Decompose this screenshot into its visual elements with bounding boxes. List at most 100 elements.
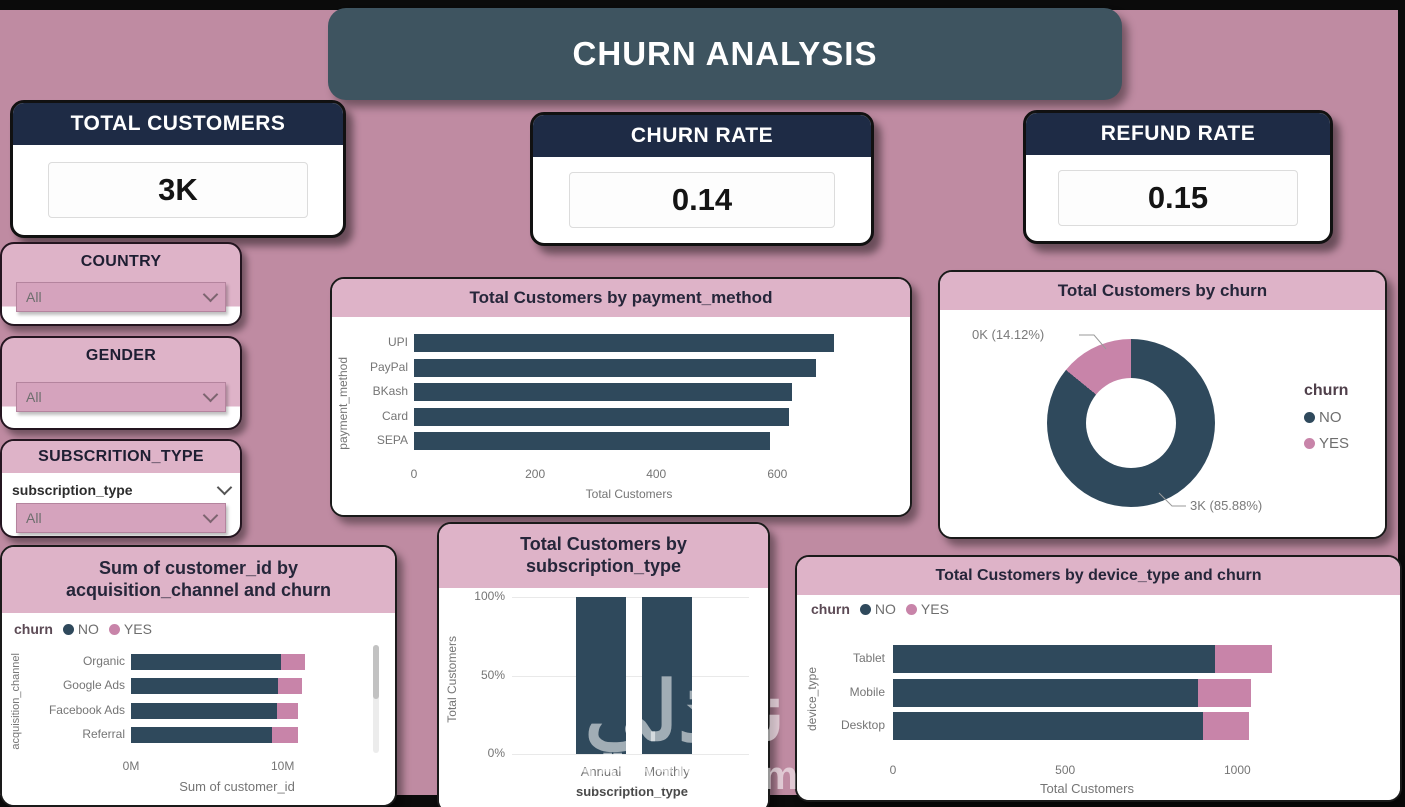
- x-axis-tick: 10M: [270, 759, 295, 773]
- data-label-no: 3K (85.88%): [1190, 498, 1263, 513]
- no-color-dot: [62, 623, 74, 635]
- legend-item-yes[interactable]: YES: [1304, 435, 1349, 452]
- bar-facebook-ads-no[interactable]: [131, 702, 277, 719]
- x-axis-title: Total Customers: [585, 487, 673, 501]
- subscription-dropdown[interactable]: All: [16, 503, 226, 533]
- subscription-field-row[interactable]: subscription_type: [12, 479, 233, 501]
- kpi-header: CHURN RATE: [533, 115, 871, 157]
- slicer-title: SUBSCRITION_TYPE: [38, 448, 204, 465]
- dropdown-value: All: [26, 510, 42, 526]
- bar-mobile-yes[interactable]: [1197, 678, 1252, 707]
- bar-upi[interactable]: [414, 334, 835, 352]
- x-axis-title: Sum of customer_id: [179, 779, 295, 794]
- donut-chart[interactable]: [1047, 339, 1215, 507]
- kpi-label: REFUND RATE: [1100, 122, 1256, 145]
- bar-referral-no[interactable]: [131, 726, 273, 743]
- legend-title: churn: [811, 601, 850, 617]
- category-label: Desktop: [840, 718, 885, 732]
- legend-item-no[interactable]: NO: [62, 621, 99, 637]
- chevron-down-icon: [202, 386, 219, 403]
- slicer-subscription-type: SUBSCRITION_TYPE subscription_type All: [0, 439, 242, 538]
- kpi-body: 0.15: [1026, 155, 1330, 241]
- slicer-title: GENDER: [85, 347, 157, 364]
- legend-item-yes[interactable]: YES: [108, 621, 152, 637]
- category-label: PayPal: [369, 359, 408, 374]
- kpi-value-box: 0.14: [569, 172, 835, 228]
- chart-card-device-type: Total Customers by device_type and churn…: [795, 555, 1402, 802]
- y-axis-tick: 0%: [487, 746, 505, 760]
- x-axis-title: subscription_type: [576, 784, 688, 799]
- bar-paypal[interactable]: [414, 358, 817, 377]
- bar-tablet-no[interactable]: [893, 645, 1215, 673]
- slicer-title: COUNTRY: [80, 253, 162, 270]
- dashboard-title: CHURN ANALYSIS: [572, 35, 878, 72]
- chart-scrollbar[interactable]: [373, 645, 379, 753]
- kpi-body: 0.14: [533, 157, 871, 243]
- kpi-body: 3K: [13, 145, 343, 235]
- y-axis-tick: 100%: [474, 589, 505, 603]
- legend-item-no[interactable]: NO: [859, 601, 896, 617]
- chart-card-churn-donut: Total Customers by churn 0K (14.12%) 3K …: [938, 270, 1387, 539]
- legend-item-no[interactable]: NO: [1304, 409, 1349, 426]
- yes-color-dot: [108, 623, 120, 635]
- kpi-label: CHURN RATE: [630, 124, 774, 147]
- bar-google-ads-no[interactable]: [131, 678, 279, 695]
- kpi-header: REFUND RATE: [1026, 113, 1330, 155]
- chart-title: Total Customers by payment_method: [469, 287, 773, 307]
- x-axis-tick: 600: [767, 467, 788, 481]
- bar-organic-no[interactable]: [131, 654, 282, 670]
- category-label: Google Ads: [62, 678, 125, 693]
- field-label: subscription_type: [12, 482, 133, 498]
- category-label: UPI: [387, 335, 408, 349]
- bar-desktop-no[interactable]: [893, 712, 1203, 740]
- data-label-yes: 0K (14.12%): [972, 327, 1045, 342]
- kpi-value: 0.15: [1147, 180, 1209, 215]
- chart-card-subscription-type: Total Customers by subscription_type Tot…: [437, 522, 770, 807]
- kpi-card-refund-rate: REFUND RATE 0.15: [1023, 110, 1333, 244]
- bar-organic-yes[interactable]: [281, 654, 306, 670]
- bar-referral-yes[interactable]: [272, 726, 298, 743]
- gridline: [512, 675, 749, 677]
- country-dropdown[interactable]: All: [16, 282, 226, 312]
- chevron-down-icon: [202, 507, 219, 524]
- x-axis-title: Total Customers: [1040, 781, 1134, 796]
- no-color-dot: [1304, 412, 1315, 423]
- bar-google-ads-yes[interactable]: [278, 678, 303, 695]
- legend-title: churn: [1304, 382, 1349, 399]
- scrollbar-thumb[interactable]: [373, 645, 379, 699]
- report-canvas: CHURN ANALYSIS TOTAL CUSTOMERS 3K CHURN …: [0, 8, 1402, 807]
- legend-item-yes[interactable]: YES: [905, 601, 949, 617]
- bar-facebook-ads-yes[interactable]: [276, 702, 298, 719]
- x-axis-tick: 400: [646, 467, 667, 481]
- chart-title: Sum of customer_id by acquisition_channe…: [65, 558, 332, 600]
- category-label: BKash: [372, 384, 408, 398]
- bar-sepa[interactable]: [414, 432, 771, 450]
- bar-bkash[interactable]: [414, 383, 792, 401]
- bar-desktop-yes[interactable]: [1202, 712, 1250, 740]
- chart-card-payment-method: Total Customers by payment_method paymen…: [330, 277, 912, 517]
- chevron-down-icon: [216, 479, 233, 496]
- legend-title: churn: [14, 621, 53, 637]
- slicer-gender: GENDER All: [0, 336, 242, 430]
- column-annual[interactable]: [576, 597, 626, 754]
- y-axis-tick: 50%: [480, 667, 505, 682]
- gridline: [512, 754, 749, 755]
- chart-title: Total Customers by churn: [1057, 280, 1268, 300]
- bar-card[interactable]: [414, 407, 790, 426]
- bar-tablet-yes[interactable]: [1214, 645, 1272, 673]
- chart-title: Total Customers by subscription_type: [520, 534, 687, 576]
- category-label: Referral: [82, 726, 125, 741]
- subscription-chart-plot: Total Customers subscription_type 100% 50…: [439, 588, 768, 807]
- column-monthly[interactable]: [642, 597, 692, 754]
- yes-color-dot: [905, 603, 917, 615]
- kpi-value-box: 3K: [48, 162, 308, 218]
- y-axis-title: acquisition_channel: [10, 653, 22, 750]
- gender-dropdown[interactable]: All: [16, 382, 226, 412]
- bar-mobile-no[interactable]: [893, 678, 1198, 707]
- category-label: Monthly: [644, 764, 690, 779]
- donut-legend: churn NO YES: [1304, 382, 1349, 452]
- kpi-header: TOTAL CUSTOMERS: [13, 103, 343, 145]
- category-label: Tablet: [852, 651, 885, 665]
- x-axis-tick: 500: [1055, 763, 1076, 777]
